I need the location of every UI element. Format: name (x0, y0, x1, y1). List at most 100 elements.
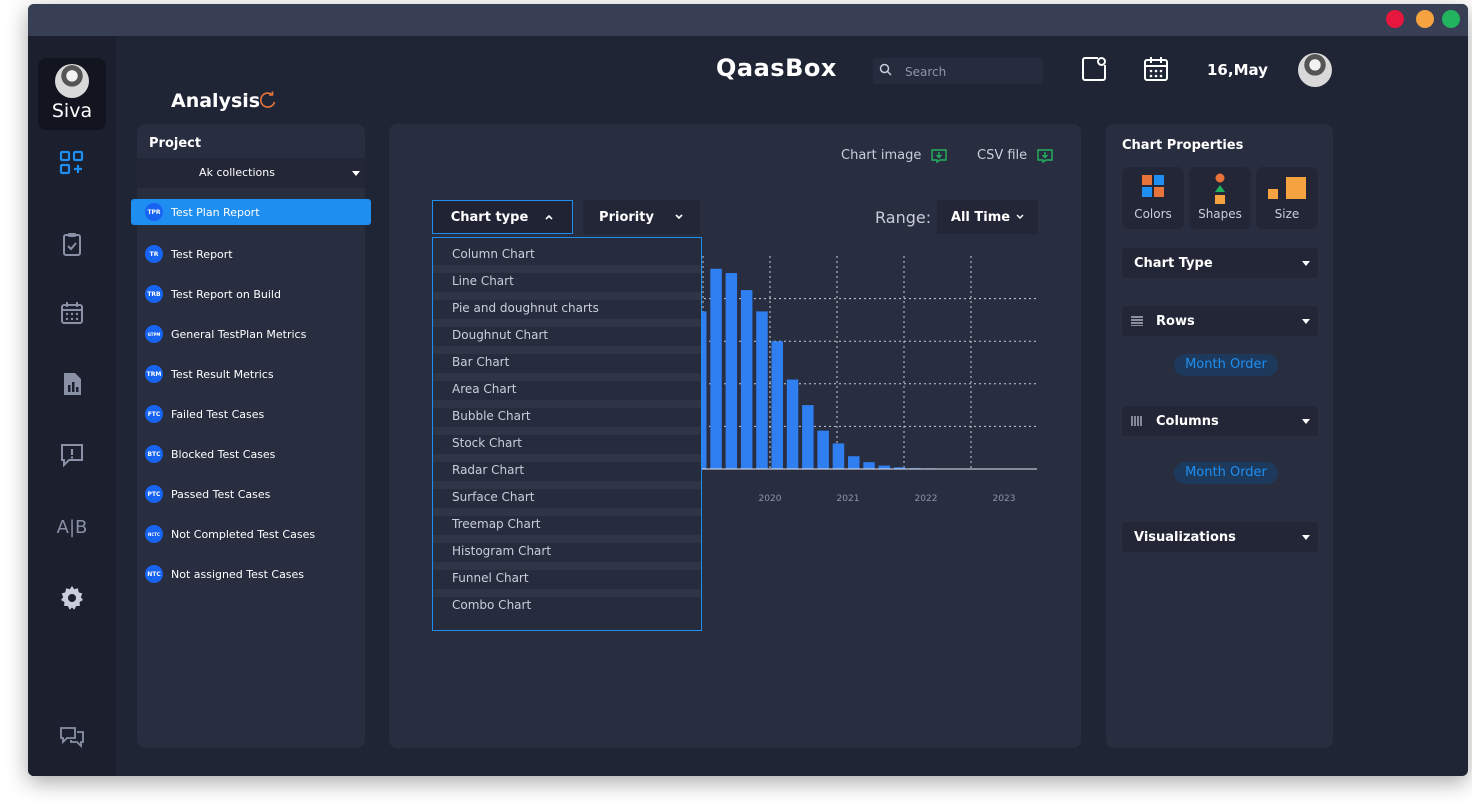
chevron-down-icon (1302, 535, 1310, 540)
shapes-tile[interactable]: Shapes (1189, 167, 1251, 229)
chart-bar (786, 379, 799, 469)
chart-type-menu: Column Chart Line Chart Pie and doughnut c… (432, 237, 702, 631)
feedback-alert-icon[interactable] (57, 440, 87, 470)
option-separator (433, 454, 701, 462)
chart-type-option[interactable]: Surface Chart (452, 490, 535, 504)
report-item[interactable]: TPR Test Plan Report (131, 199, 371, 225)
report-label: Passed Test Cases (171, 487, 271, 501)
report-item[interactable]: GTPM General TestPlan Metrics (131, 321, 371, 347)
chevron-up-icon (545, 214, 553, 220)
x-tick-label: 2022 (915, 494, 938, 504)
colors-label: Colors (1134, 207, 1172, 221)
chart-type-option[interactable]: Pie and doughnut charts (452, 301, 599, 315)
chart-bar (771, 341, 783, 469)
size-tile[interactable]: Size (1256, 167, 1318, 229)
rows-label: Rows (1156, 314, 1195, 329)
chart-panel: Chart image CSV file 2020 2021 2022 2023 Ch… (389, 124, 1081, 748)
chart-bar (863, 462, 875, 469)
rows-month-order-chip[interactable]: Month Order (1174, 354, 1278, 376)
chart-image-export[interactable]: Chart image (841, 148, 948, 163)
report-item[interactable]: BTC Blocked Test Cases (131, 441, 371, 467)
refresh-icon[interactable] (258, 90, 278, 110)
option-separator (433, 481, 701, 489)
chevron-down-icon (1302, 319, 1310, 324)
calendar-icon[interactable] (1142, 55, 1170, 83)
chart-type-option[interactable]: Histogram Chart (452, 544, 552, 558)
chart-type-option[interactable]: Bar Chart (452, 355, 510, 369)
chart-type-option[interactable]: Radar Chart (452, 463, 525, 477)
report-badge: TRM (145, 365, 163, 383)
chart-type-option[interactable]: Stock Chart (452, 436, 523, 450)
chart-area: 2020 2021 2022 2023 (679, 256, 1037, 504)
project-panel: Project Ak collections TPR Test Plan Repo… (131, 124, 371, 748)
chart-type-option[interactable]: Area Chart (452, 382, 517, 396)
chart-type-select[interactable]: Chart Type (1122, 248, 1318, 278)
clipboard-icon[interactable] (57, 229, 87, 259)
option-separator (433, 265, 701, 273)
minimize-window-button[interactable] (1416, 10, 1434, 28)
app-window: Siva A|B QaasBox 16,May Analysis (28, 4, 1468, 776)
size-icon (1268, 177, 1306, 199)
calendar-nav-icon[interactable] (57, 298, 87, 328)
chart-type-option[interactable]: Treemap Chart (452, 517, 541, 531)
visualizations-select[interactable]: Visualizations (1122, 522, 1318, 552)
option-separator (433, 292, 701, 300)
report-label: General TestPlan Metrics (171, 327, 307, 341)
x-tick-label: 2023 (993, 494, 1016, 504)
search-box[interactable] (873, 58, 1043, 84)
gear-icon[interactable] (57, 583, 87, 613)
nav-rail: Siva A|B (28, 36, 116, 776)
report-item[interactable]: TRM Test Result Metrics (131, 361, 371, 387)
report-chart-icon[interactable] (57, 369, 87, 399)
avatar (55, 64, 89, 98)
user-card[interactable]: Siva (38, 58, 106, 130)
csv-file-label: CSV file (977, 148, 1028, 163)
chart-bar (740, 290, 753, 469)
chart-type-dropdown[interactable]: Chart type (432, 200, 573, 234)
report-item[interactable]: TRB Test Report on Build (131, 281, 371, 307)
project-select[interactable]: Ak collections (137, 158, 365, 188)
chart-type-option[interactable]: Doughnut Chart (452, 328, 549, 342)
option-separator (433, 427, 701, 435)
report-item[interactable]: FTC Failed Test Cases (131, 401, 371, 427)
notification-icon[interactable] (1080, 55, 1108, 83)
maximize-window-button[interactable] (1442, 10, 1460, 28)
search-icon (879, 63, 892, 76)
chat-icon[interactable] (57, 722, 87, 752)
shapes-icon (1215, 173, 1225, 204)
chart-type-option[interactable]: Funnel Chart (452, 571, 529, 585)
rows-select[interactable]: Rows (1122, 306, 1318, 336)
search-input[interactable] (903, 61, 1037, 83)
ab-test-icon[interactable]: A|B (56, 516, 88, 538)
range-dropdown[interactable]: All Time (937, 200, 1038, 234)
profile-avatar[interactable] (1298, 53, 1332, 87)
chart-type-option[interactable]: Bubble Chart (452, 409, 531, 423)
chart-type-option[interactable]: Combo Chart (452, 598, 532, 612)
chevron-down-icon (1302, 261, 1310, 266)
chart-bar (756, 311, 768, 469)
report-item[interactable]: PTC Passed Test Cases (131, 481, 371, 507)
report-label: Not assigned Test Cases (171, 567, 305, 581)
colors-tile[interactable]: Colors (1122, 167, 1184, 229)
report-label: Test Report (171, 247, 233, 261)
option-separator (433, 562, 701, 570)
report-item[interactable]: NCTC Not Completed Test Cases (131, 521, 371, 547)
report-label: Test Result Metrics (171, 367, 274, 381)
visualizations-label: Visualizations (1134, 530, 1236, 545)
columns-select[interactable]: Columns (1122, 406, 1318, 436)
option-separator (433, 346, 701, 354)
report-item[interactable]: TR Test Report (131, 241, 371, 267)
dashboard-icon[interactable] (57, 148, 87, 178)
chart-type-label: Chart type (450, 209, 529, 225)
app-logo: QaasBox (716, 54, 837, 82)
current-date: 16,May (1207, 61, 1268, 79)
close-window-button[interactable] (1386, 10, 1404, 28)
priority-dropdown[interactable]: Priority (583, 200, 700, 234)
columns-month-order-chip[interactable]: Month Order (1174, 462, 1278, 484)
chart-type-option[interactable]: Column Chart (452, 247, 535, 261)
columns-label: Columns (1156, 414, 1219, 429)
csv-file-export[interactable]: CSV file (977, 148, 1053, 163)
chart-type-option[interactable]: Line Chart (452, 274, 514, 288)
report-item[interactable]: NTC Not assigned Test Cases (131, 561, 371, 587)
size-label: Size (1274, 207, 1300, 221)
